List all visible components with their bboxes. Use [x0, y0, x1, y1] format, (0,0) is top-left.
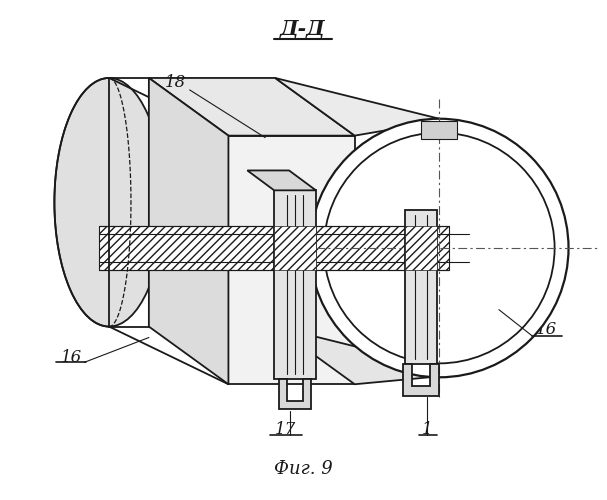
Polygon shape	[228, 136, 354, 384]
Polygon shape	[405, 210, 437, 364]
Polygon shape	[149, 78, 354, 136]
Polygon shape	[149, 78, 228, 384]
Polygon shape	[404, 364, 439, 396]
Polygon shape	[421, 120, 457, 138]
Polygon shape	[274, 190, 316, 380]
Polygon shape	[274, 226, 316, 270]
Polygon shape	[99, 226, 449, 270]
Polygon shape	[279, 380, 311, 409]
Polygon shape	[275, 78, 439, 136]
Text: 16: 16	[61, 349, 82, 366]
Polygon shape	[405, 226, 437, 270]
Circle shape	[324, 132, 555, 364]
Text: 1: 1	[422, 420, 433, 438]
Polygon shape	[275, 326, 439, 384]
Text: Д-Д: Д-Д	[280, 19, 326, 39]
Text: 16: 16	[536, 321, 557, 338]
Ellipse shape	[55, 78, 164, 326]
Circle shape	[310, 118, 569, 378]
Polygon shape	[247, 170, 316, 190]
Text: 18: 18	[165, 74, 186, 92]
Text: 17: 17	[274, 420, 296, 438]
Text: Фиг. 9: Фиг. 9	[274, 460, 333, 478]
